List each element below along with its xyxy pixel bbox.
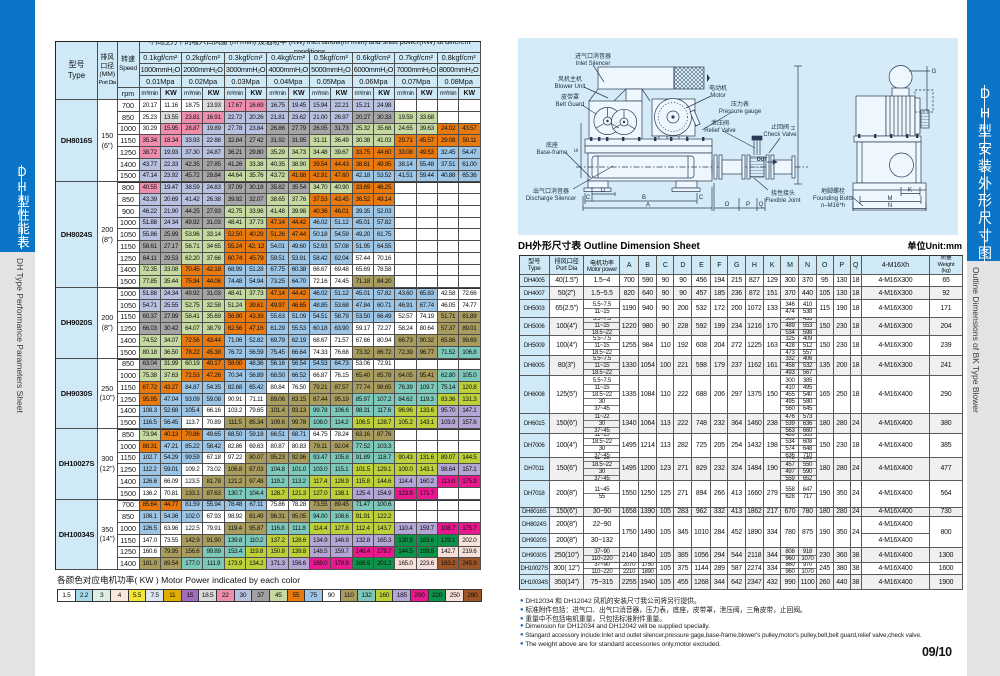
svg-text:M: M [888,196,893,202]
svg-text:Belt Guard: Belt Guard [556,102,585,108]
svg-text:Pressure gauge: Pressure gauge [719,109,762,115]
svg-text:Base-frame: Base-frame [536,150,568,156]
svg-text:Relief Valve: Relief Valve [704,128,736,134]
svg-text:Discharge Silencer: Discharge Silencer [526,196,576,202]
svg-text:OUT: OUT [757,157,768,163]
svg-text:C: C [699,195,704,201]
svg-text:出气口消音器: 出气口消音器 [533,187,569,195]
svg-text:Flexible Joint: Flexible Joint [765,198,800,204]
svg-text:Founding Bolts: Founding Bolts [813,196,853,202]
svg-text:P: P [746,202,750,208]
svg-text:风机主机: 风机主机 [558,75,582,83]
svg-text:K: K [908,187,912,193]
svg-text:B: B [642,195,646,201]
svg-text:泄压阀: 泄压阀 [711,119,729,127]
svg-text:Blower Unit: Blower Unit [555,84,586,90]
svg-text:A: A [646,202,650,208]
svg-text:N: N [888,203,892,209]
svg-text:H: H [791,125,797,129]
svg-text:挠性接头: 挠性接头 [771,189,795,197]
svg-text:Motor: Motor [710,93,725,99]
svg-text:Check Valve: Check Valve [763,132,797,138]
svg-text:Inlet Silencer: Inlet Silencer [576,61,611,67]
svg-text:Q: Q [759,202,764,208]
svg-text:电动机: 电动机 [709,84,727,92]
svg-text:O: O [725,202,730,208]
svg-text:D: D [601,188,606,194]
svg-text:n–M16*h: n–M16*h [821,203,845,209]
svg-text:E: E [574,147,580,151]
svg-text:底座: 底座 [546,141,558,149]
svg-text:C: C [586,195,591,201]
svg-text:G: G [932,69,937,75]
svg-text:止回阀: 止回阀 [771,123,789,131]
svg-text:皮带罩: 皮带罩 [561,93,579,101]
svg-text:地脚螺栓: 地脚螺栓 [821,187,845,195]
svg-text:进气口消音器: 进气口消音器 [575,52,611,60]
svg-text:压力表: 压力表 [731,100,749,108]
